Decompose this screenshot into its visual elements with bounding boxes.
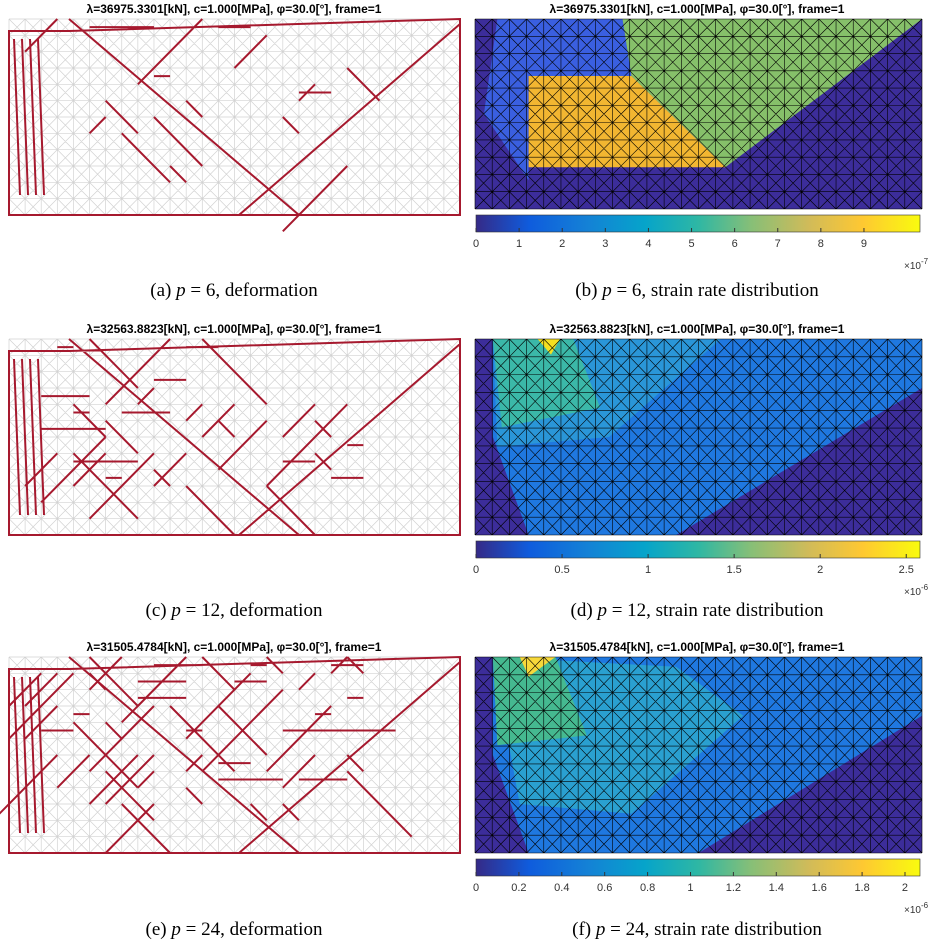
mesh [9, 19, 460, 215]
caption: (f) p = 24, strain rate distribution [572, 919, 822, 940]
colorbar-tick-label: 8 [818, 238, 824, 250]
colorbar-tick-label: 4 [645, 238, 651, 250]
strain-panel: λ=31505.4784[kN], c=1.000[MPa], φ=30.0[°… [473, 640, 928, 940]
multiplier-exponent: -6 [921, 583, 928, 592]
multiplier-exponent: -7 [921, 257, 928, 266]
colorbar-tick-label: 1 [687, 882, 693, 894]
panel-title: λ=31505.4784[kN], c=1.000[MPa], φ=30.0[°… [87, 640, 382, 654]
caption-text: = 24, strain rate distribution [610, 919, 822, 940]
panel-title: λ=36975.3301[kN], c=1.000[MPa], φ=30.0[°… [550, 2, 845, 16]
caption-text: = 24, deformation [186, 919, 323, 940]
panel-title: λ=36975.3301[kN], c=1.000[MPa], φ=30.0[°… [87, 2, 382, 16]
caption: (a) p = 6, deformation [150, 280, 318, 301]
colorbar-tick-label: 0 [473, 564, 479, 576]
caption-symbol: p [595, 600, 607, 621]
colorbar-tick-label: 0.8 [640, 882, 655, 894]
caption-label: (d) [571, 600, 593, 621]
deformation-panel: λ=32563.8823[kN], c=1.000[MPa], φ=30.0[°… [9, 322, 460, 621]
multiplier-base: ×10 [904, 587, 921, 598]
colorbar [476, 541, 920, 558]
colorbar-tick-label: 1.2 [726, 882, 741, 894]
colorbar-tick-label: 0 [473, 882, 479, 894]
caption-text: = 12, deformation [186, 600, 323, 621]
colorbar-tick-label: 9 [861, 238, 867, 250]
panel-title: λ=32563.8823[kN], c=1.000[MPa], φ=30.0[°… [550, 322, 845, 336]
colorbar-tick-label: 1.5 [726, 564, 741, 576]
caption-text: = 12, strain rate distribution [612, 600, 824, 621]
mesh [9, 657, 460, 853]
colorbar-tick-label: 0.5 [554, 564, 569, 576]
caption-label: (f) [572, 919, 591, 940]
caption-text: = 6, deformation [190, 280, 318, 301]
panel-title: λ=31505.4784[kN], c=1.000[MPa], φ=30.0[°… [550, 640, 845, 654]
caption: (e) p = 24, deformation [146, 919, 323, 940]
deformation-panel: λ=31505.4784[kN], c=1.000[MPa], φ=30.0[°… [0, 640, 460, 940]
colorbar-tick-label: 3 [602, 238, 608, 250]
deformation-panel: λ=36975.3301[kN], c=1.000[MPa], φ=30.0[°… [9, 2, 460, 301]
panel-title: λ=32563.8823[kN], c=1.000[MPa], φ=30.0[°… [87, 322, 382, 336]
colorbar-tick-label: 2 [559, 238, 565, 250]
colorbar [476, 859, 920, 876]
colorbar-tick-label: 7 [775, 238, 781, 250]
caption-label: (e) [146, 919, 167, 940]
caption: (c) p = 12, deformation [146, 600, 323, 621]
colorbar-tick-label: 1.4 [769, 882, 784, 894]
colorbar-tick-label: 5 [688, 238, 694, 250]
strain-panel: λ=32563.8823[kN], c=1.000[MPa], φ=30.0[°… [473, 322, 928, 621]
caption-symbol: p [174, 280, 186, 301]
colorbar-tick-label: 2 [902, 882, 908, 894]
caption-text: = 6, strain rate distribution [616, 280, 819, 301]
figure: λ=36975.3301[kN], c=1.000[MPa], φ=30.0[°… [0, 0, 928, 950]
caption-label: (a) [150, 280, 171, 301]
colorbar-tick-label: 0 [473, 238, 479, 250]
colorbar-tick-label: 1.8 [854, 882, 869, 894]
colorbar-multiplier: ×10-6 [904, 901, 928, 916]
colorbar [476, 215, 920, 232]
caption-symbol: p [600, 280, 612, 301]
multiplier-base: ×10 [904, 905, 921, 916]
colorbar-multiplier: ×10-7 [904, 257, 928, 272]
colorbar-tick-label: 1 [645, 564, 651, 576]
colorbar-multiplier: ×10-6 [904, 583, 928, 598]
caption-label: (b) [575, 280, 597, 301]
colorbar-tick-label: 0.4 [554, 882, 569, 894]
caption-symbol: p [169, 919, 181, 940]
multiplier-exponent: -6 [921, 901, 928, 910]
colorbar-tick-label: 2.5 [899, 564, 914, 576]
colorbar-tick-label: 0.6 [597, 882, 612, 894]
strain-panel: λ=36975.3301[kN], c=1.000[MPa], φ=30.0[°… [473, 2, 928, 301]
colorbar-tick-label: 1.6 [812, 882, 827, 894]
multiplier-base: ×10 [904, 261, 921, 272]
caption: (d) p = 12, strain rate distribution [571, 600, 824, 621]
caption: (b) p = 6, strain rate distribution [575, 280, 819, 301]
colorbar-tick-label: 1 [516, 238, 522, 250]
caption-symbol: p [594, 919, 606, 940]
colorbar-tick-label: 2 [817, 564, 823, 576]
caption-symbol: p [169, 600, 181, 621]
caption-label: (c) [146, 600, 167, 621]
colorbar-tick-label: 0.2 [511, 882, 526, 894]
colorbar-tick-label: 6 [732, 238, 738, 250]
